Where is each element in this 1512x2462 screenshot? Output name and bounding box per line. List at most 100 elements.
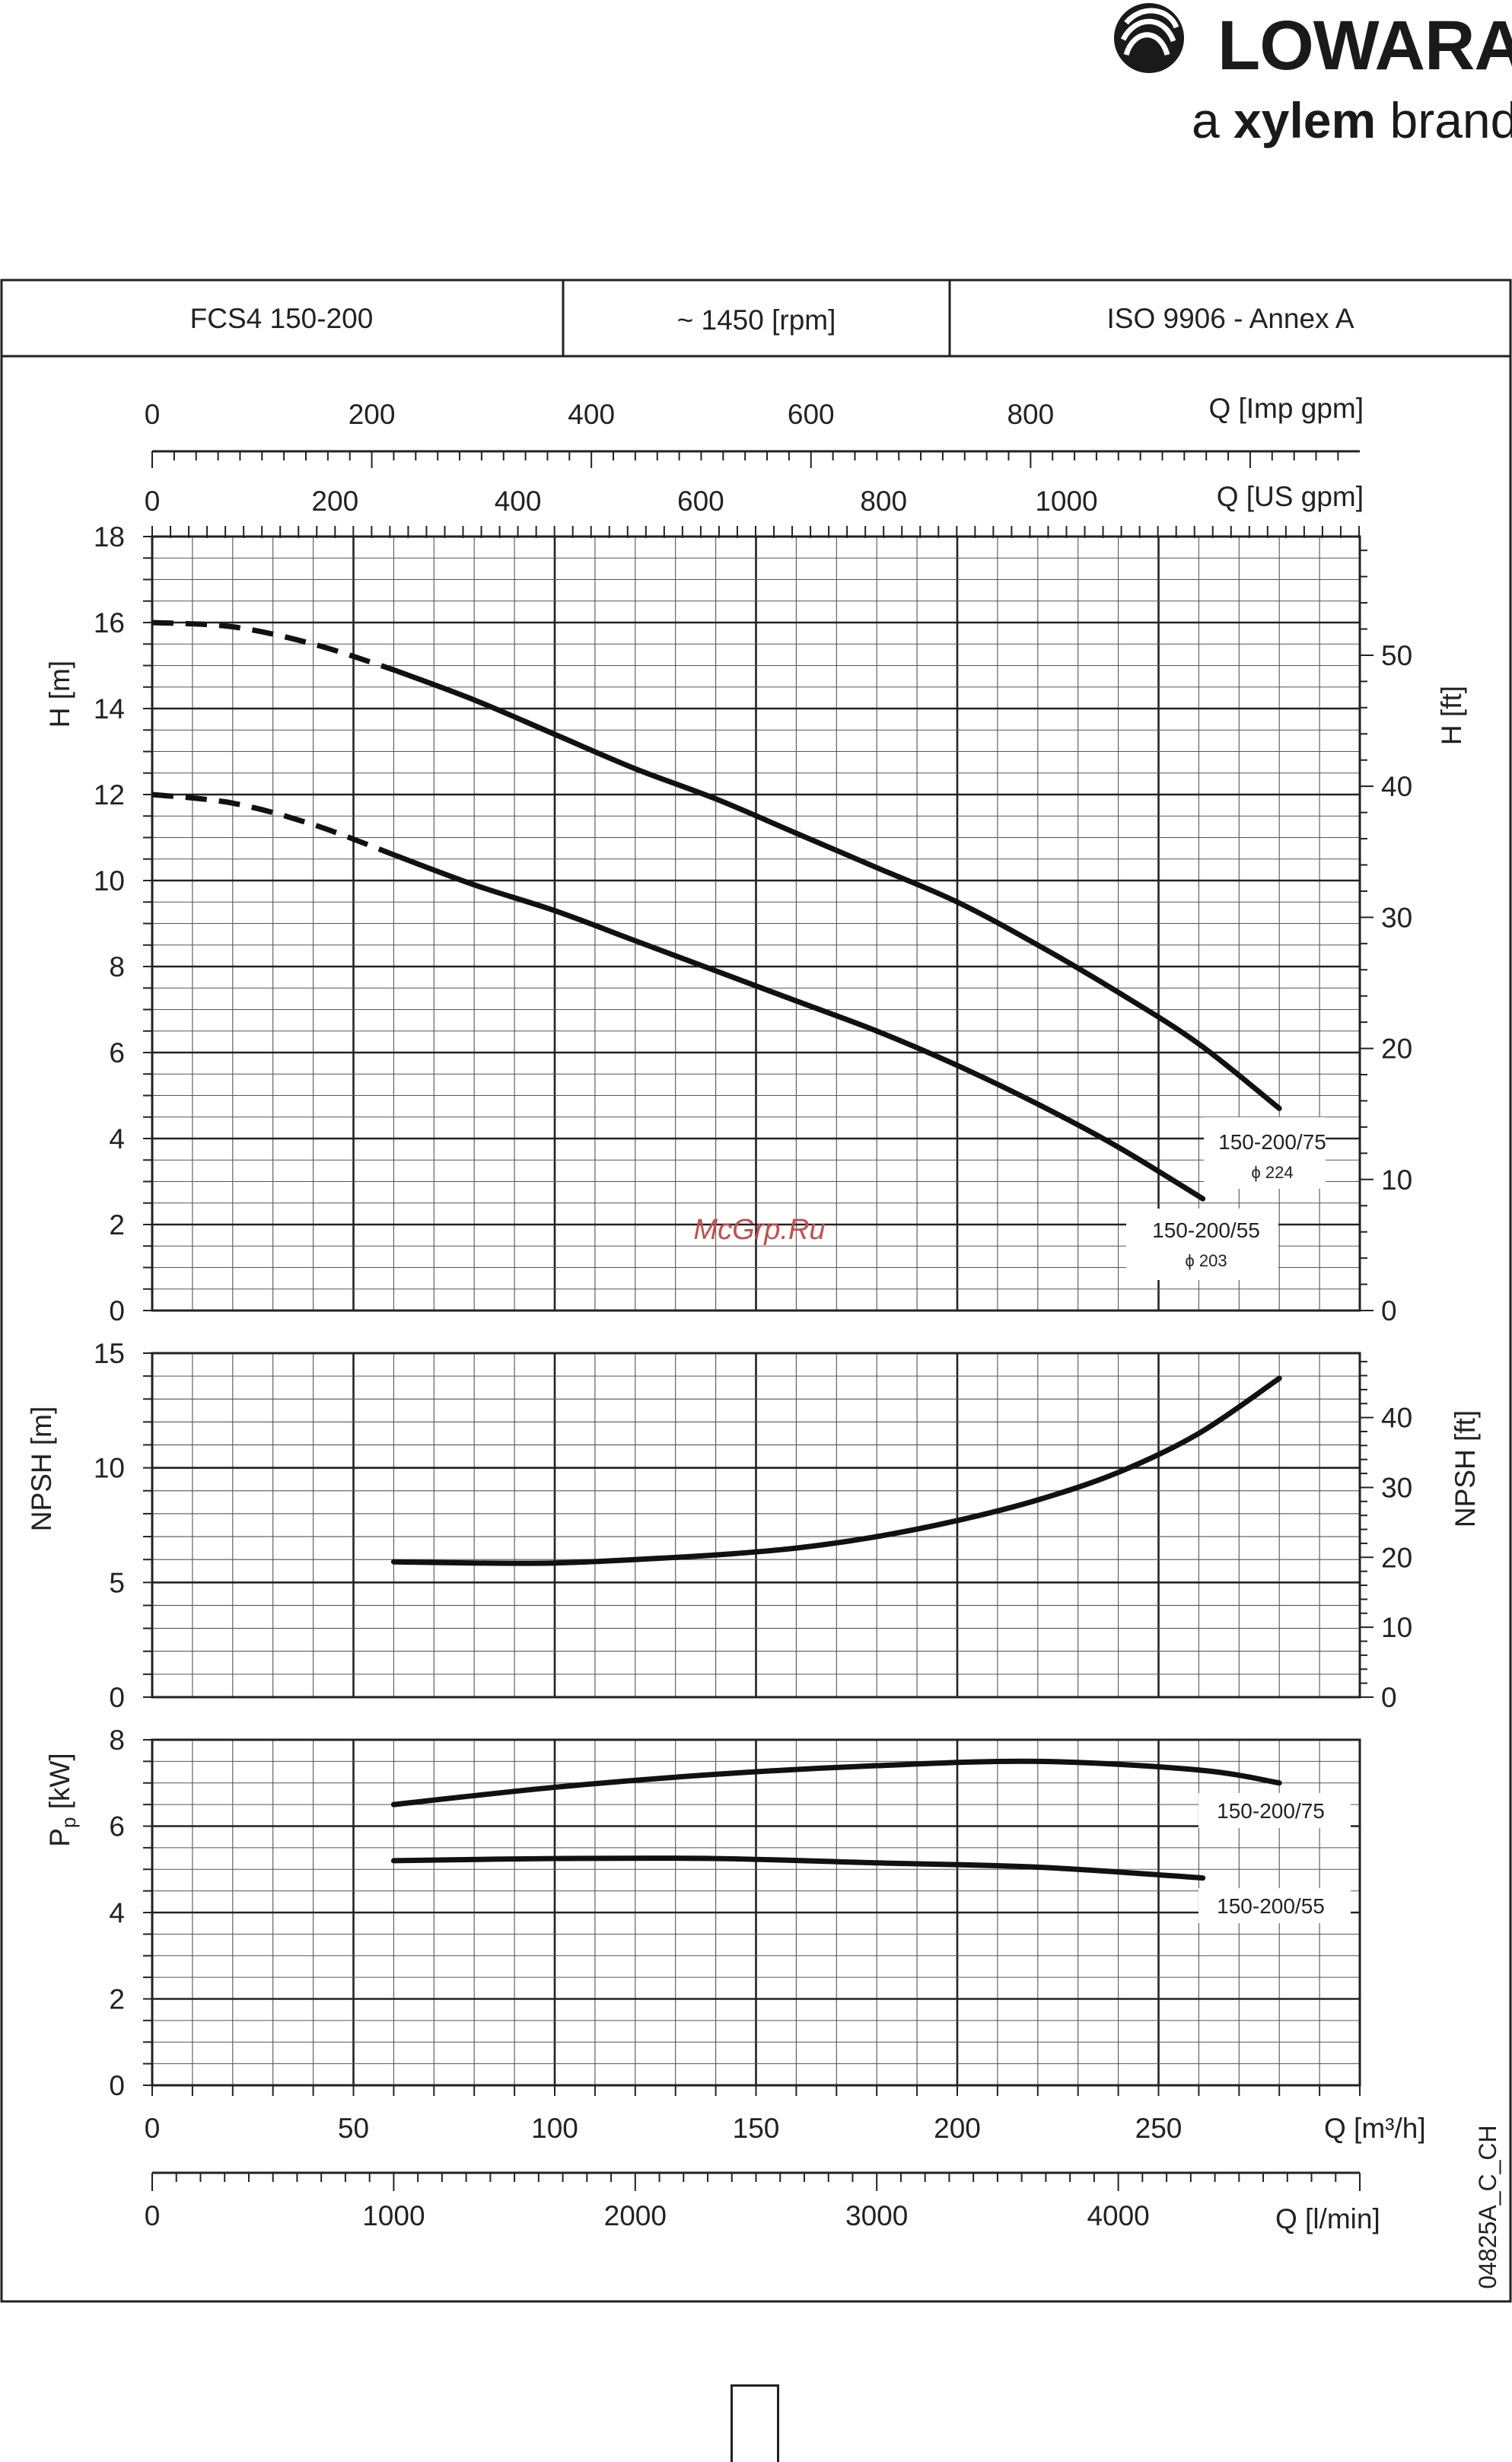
q-imp-tick-label: 0: [145, 399, 161, 430]
q-m3h-tick-label: 250: [1135, 2113, 1183, 2144]
q-m3h-tick-labels: 0 50 100 150 200 250: [145, 2113, 1183, 2144]
q-lmin-tick-label: 4000: [1087, 2200, 1149, 2231]
npsh-ft-tick-label: 0: [1381, 1682, 1397, 1713]
h-m-tick-label: 10: [94, 865, 125, 897]
h55-label-bg: [1126, 1209, 1278, 1280]
brand-name: LOWARA: [1218, 7, 1512, 84]
npsh-ft-tick-label: 20: [1381, 1542, 1412, 1573]
lowara-logo: [1114, 3, 1184, 73]
brand-tagline-bold: xylem: [1233, 92, 1377, 148]
h-m-tick-label: 2: [109, 1209, 125, 1241]
h75-series-label: 150-200/75: [1218, 1130, 1326, 1154]
watermark-text: McGrp.Ru: [693, 1214, 825, 1246]
h-ft-tick-label: 0: [1381, 1295, 1397, 1327]
npsh-m-tick-label: 15: [94, 1338, 125, 1369]
header-speed: ~ 1450 [rpm]: [677, 304, 836, 336]
h-m-tick-label: 0: [109, 1295, 125, 1327]
h-ft-tick-labels: 0 10 20 30 40 50: [1381, 640, 1412, 1327]
h75-label-bg: [1204, 1117, 1326, 1189]
power-axis-subscript: p: [57, 1817, 80, 1828]
q-m3h-tick-label: 50: [338, 2113, 369, 2144]
q-us-tick-label: 200: [311, 486, 358, 517]
q-us-axis-label: Q [US gpm]: [1217, 481, 1364, 512]
power-axis-label: Pp [kW]: [44, 1753, 80, 1846]
q-m3h-axis-label: Q [m³/h]: [1324, 2113, 1426, 2144]
p55-label-bg: [1198, 1888, 1351, 1923]
npsh-ft-tick-label: 30: [1381, 1472, 1412, 1503]
q-us-tick-label: 600: [677, 486, 724, 517]
power-axis-unit: [kW]: [44, 1753, 75, 1817]
q-us-tick-label: 0: [145, 486, 161, 517]
brand-tagline-prefix: a: [1192, 92, 1234, 148]
q-imp-axis-label: Q [Imp gpm]: [1208, 393, 1364, 424]
page-number-box: [731, 2384, 779, 2462]
q-us-tick-label: 800: [860, 486, 907, 517]
q-lmin-tick-label: 0: [145, 2200, 161, 2231]
h-m-axis-label: H [m]: [44, 661, 75, 728]
brand-tagline: a xylem brand: [1192, 91, 1512, 149]
power-tick-labels: 0 2 4 6 8: [109, 1725, 125, 2101]
power-tick-label: 8: [109, 1725, 125, 1756]
npsh-ft-axis-label: NPSH [ft]: [1450, 1410, 1481, 1527]
q-m3h-tick-label: 150: [733, 2113, 780, 2144]
npsh-curve-0: [390, 1375, 1282, 1566]
q-lmin-tick-label: 3000: [845, 2200, 908, 2231]
npsh-m-tick-label: 0: [109, 1682, 125, 1713]
brand-tagline-suffix: brand: [1376, 92, 1512, 148]
h55-series-label: 150-200/55: [1152, 1218, 1260, 1242]
h-ft-tick-label: 20: [1381, 1034, 1412, 1065]
q-m3h-tick-label: 0: [145, 2113, 161, 2144]
q-us-tick-labels: 0 200 400 600 800 1000: [145, 486, 1098, 517]
q-imp-tick-labels: 0 200 400 600 800: [145, 399, 1054, 430]
frame-layer: [0, 279, 1512, 2303]
lowara-swirl-icon: [1114, 3, 1184, 73]
h-m-tick-label: 18: [94, 521, 125, 553]
q-lmin-tick-label: 2000: [604, 2200, 667, 2231]
q-lmin-axis-label: Q [l/min]: [1275, 2203, 1380, 2234]
h-ft-axis-label: H [ft]: [1436, 686, 1467, 745]
outer-frame: [0, 279, 1512, 2303]
head-curve-150-200-55-dashed: [151, 791, 395, 858]
npsh-m-axis-label: NPSH [m]: [26, 1406, 57, 1531]
npsh-ft-tick-label: 10: [1381, 1612, 1412, 1643]
power-curve-150-200-55: [390, 1855, 1206, 1881]
h-m-tick-label: 8: [109, 951, 125, 983]
h55-diameter-label: ϕ 203: [1185, 1251, 1227, 1270]
h-m-tick-label: 6: [109, 1037, 125, 1069]
power-tick-label: 2: [109, 1984, 125, 2015]
npsh-m-tick-label: 10: [94, 1453, 125, 1484]
header-model: FCS4 150-200: [190, 303, 374, 334]
h-ft-tick-label: 40: [1381, 771, 1412, 802]
drawing-code: 04825A_C_CH: [1474, 2125, 1501, 2288]
h-ft-tick-label: 50: [1381, 640, 1412, 671]
power-tick-label: 4: [109, 1897, 125, 1929]
q-m3h-tick-label: 200: [934, 2113, 981, 2144]
h-m-tick-label: 4: [109, 1123, 125, 1155]
h-ft-tick-label: 10: [1381, 1164, 1412, 1196]
q-us-tick-label: 1000: [1035, 486, 1097, 517]
q-imp-tick-label: 200: [349, 399, 396, 430]
npsh-m-tick-label: 5: [109, 1567, 125, 1598]
header-standard: ISO 9906 - Annex A: [1107, 303, 1354, 334]
power-tick-label: 0: [109, 2070, 125, 2101]
power-axis-symbol: P: [44, 1828, 75, 1847]
p55-series-label: 150-200/55: [1217, 1894, 1325, 1918]
q-imp-tick-label: 800: [1007, 399, 1054, 430]
q-lmin-tick-labels: 0 1000 2000 3000 4000: [145, 2200, 1150, 2231]
q-m3h-tick-label: 100: [531, 2113, 578, 2144]
h-m-tick-label: 12: [94, 779, 125, 811]
q-imp-tick-label: 400: [568, 399, 615, 430]
p75-series-label: 150-200/75: [1217, 1799, 1325, 1823]
power-curve-150-200-75: [390, 1758, 1282, 1807]
h-ft-tick-label: 30: [1381, 902, 1412, 933]
curves-layer: [151, 619, 1282, 1881]
grid-layer: [143, 450, 1374, 2191]
q-imp-tick-label: 600: [788, 399, 835, 430]
power-tick-label: 6: [109, 1811, 125, 1843]
npsh-ft-tick-labels: 0 10 20 30 40: [1381, 1403, 1412, 1713]
h75-diameter-label: ϕ 224: [1251, 1163, 1293, 1182]
npsh-m-tick-labels: 0 5 10 15: [94, 1338, 125, 1713]
h-m-tick-labels: 0 2 4 6 8 10 12 14 16 18: [94, 521, 125, 1327]
npsh-panel-border: [151, 1352, 1361, 1699]
